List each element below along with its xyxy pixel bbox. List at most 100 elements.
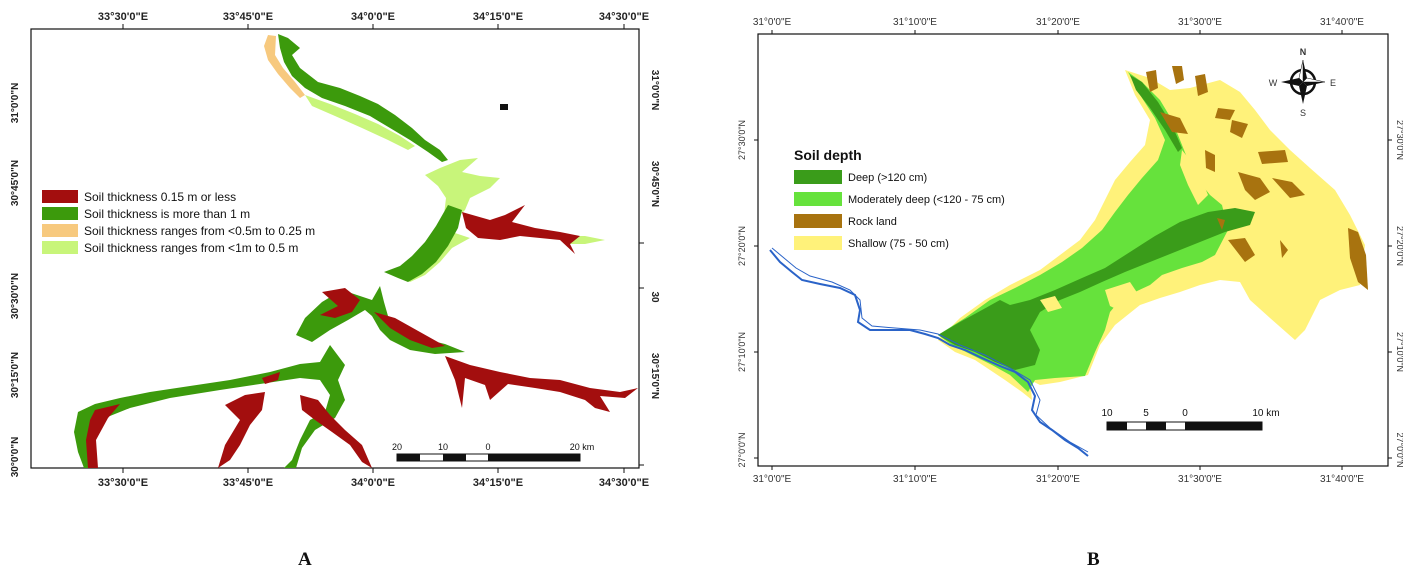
zone-shallow-patch2 — [1105, 282, 1142, 312]
rock-12 — [1280, 240, 1288, 258]
map-b-top-tick: 31°30'0"E — [1178, 17, 1222, 28]
legend-swatch — [794, 192, 842, 206]
rock-1 — [1146, 70, 1158, 92]
map-b-right-tick: 27°10'0"N — [1395, 332, 1403, 372]
legend-swatch — [42, 207, 78, 220]
map-a-right-ticks: 31°0'0"N 30°45'0"N 30 30°15'0"N — [639, 70, 660, 466]
map-b-left-ticks: 27°30'0"N 27°20'0"N 27°10'0"N 27°0'0"N — [737, 120, 758, 468]
river-nile — [769, 249, 1089, 457]
scale-label: 0 — [1182, 408, 1188, 419]
compass-rose-icon: N S E W — [1269, 47, 1336, 118]
rock-3 — [1195, 74, 1208, 96]
map-b-legend: Soil depth Deep (>120 cm) Moderately dee… — [794, 147, 1005, 250]
legend-label: Soil thickness 0.15 m or less — [84, 190, 236, 204]
zone-thick-mid — [384, 205, 462, 282]
legend-swatch — [42, 224, 78, 237]
panel-label-b: B — [1087, 549, 1100, 570]
rock-10 — [1272, 178, 1305, 198]
map-a-left-ticks: 31°0'0"N 30°45'0"N 30°30'0"N 30°15'0"N 3… — [10, 83, 21, 478]
scale-label: 20 km — [570, 442, 595, 452]
map-a-bottom-tick: 33°45'0"E — [223, 477, 273, 489]
legend-label: Shallow (75 - 50 cm) — [848, 238, 949, 250]
map-a-top-tick: 34°15'0"E — [473, 11, 523, 23]
scale-label: 20 — [392, 442, 402, 452]
map-b-scale-bar: 10 5 0 10 km — [1101, 408, 1280, 431]
rock-11 — [1228, 238, 1255, 262]
zone-shallow-a1 — [320, 288, 360, 318]
map-b-left-tick: 27°30'0"N — [737, 120, 747, 160]
zone-deep — [938, 208, 1255, 370]
zone-shallow-a2 — [374, 312, 445, 348]
legend-label: Rock land — [848, 216, 897, 228]
legend-swatch — [794, 170, 842, 184]
map-b-bottom-tick: 31°30'0"E — [1178, 474, 1222, 485]
zone-shallow-a4 — [218, 392, 265, 468]
compass-north: N — [1300, 47, 1307, 57]
panel-label-a: A — [298, 549, 312, 570]
compass-south: S — [1300, 108, 1306, 118]
scale-label: 10 — [1101, 408, 1113, 419]
zone-shallow-a6 — [86, 404, 120, 468]
map-a-left-tick: 30°0'0"N — [10, 437, 21, 478]
legend-label: Soil thickness ranges from <0.5m to 0.25… — [84, 224, 315, 238]
legend-label: Soil thickness ranges from <1m to 0.5 m — [84, 241, 298, 255]
map-a-right-tick: 30°15'0"N — [649, 353, 660, 399]
rock-8 — [1205, 150, 1215, 172]
map-b-top-tick: 31°0'0"E — [753, 17, 792, 28]
map-a-bottom-tick: 34°30'0"E — [599, 477, 649, 489]
map-a-scale-bar: 20 10 0 20 km — [392, 442, 595, 462]
legend-swatch — [794, 236, 842, 250]
compass-west: W — [1269, 78, 1278, 88]
map-a-left-tick: 30°30'0"N — [10, 273, 21, 319]
map-a-bottom-tick: 34°0'0"E — [351, 477, 395, 489]
rock-7 — [1258, 150, 1288, 164]
map-a-top-tick: 34°30'0"E — [599, 11, 649, 23]
map-b-right-tick: 27°20'0"N — [1395, 226, 1403, 266]
map-a-bottom-ticks: 33°30'0"E 33°45'0"E 34°0'0"E 34°15'0"E 3… — [98, 468, 649, 489]
map-a-top-ticks: 33°30'0"E 33°45'0"E 34°0'0"E 34°15'0"E 3… — [98, 11, 649, 29]
map-b-right-tick: 27°0'0"N — [1395, 432, 1403, 467]
map-b-features: N S E W — [769, 47, 1368, 457]
map-a-legend: Soil thickness 0.15 m or less Soil thick… — [42, 190, 315, 255]
legend-label: Moderately deep (<120 - 75 cm) — [848, 194, 1005, 206]
map-b-top-tick: 31°10'0"E — [893, 17, 937, 28]
rock-2 — [1172, 66, 1184, 84]
map-a-bottom-tick: 34°15'0"E — [473, 477, 523, 489]
legend-title: Soil depth — [794, 147, 862, 163]
rock-9 — [1238, 172, 1270, 200]
rock-6 — [1230, 120, 1248, 138]
scale-label: 10 — [438, 442, 448, 452]
map-b-bottom-ticks: 31°0'0"E 31°10'0"E 31°20'0"E 31°30'0"E 3… — [753, 466, 1364, 485]
map-b-bottom-tick: 31°40'0"E — [1320, 474, 1364, 485]
rock-14 — [1217, 218, 1225, 230]
rock-13 — [1348, 228, 1368, 290]
rock-5 — [1215, 108, 1235, 120]
rock-4 — [1160, 112, 1188, 134]
map-b-bottom-tick: 31°0'0"E — [753, 474, 792, 485]
map-b-bottom-tick: 31°20'0"E — [1036, 474, 1080, 485]
zone-shallow-a3 — [445, 356, 638, 412]
map-b: 31°0'0"E 31°10'0"E 31°20'0"E 31°30'0"E 3… — [737, 17, 1403, 485]
map-b-top-ticks: 31°0'0"E 31°10'0"E 31°20'0"E 31°30'0"E 3… — [753, 17, 1364, 34]
map-b-right-tick: 27°30'0"N — [1395, 120, 1403, 160]
zone-shallow-patch1 — [1040, 296, 1062, 312]
map-b-top-tick: 31°40'0"E — [1320, 17, 1364, 28]
map-a: 33°30'0"E 33°45'0"E 34°0'0"E 34°15'0"E 3… — [10, 11, 660, 489]
map-b-top-tick: 31°20'0"E — [1036, 17, 1080, 28]
map-a-top-tick: 33°45'0"E — [223, 11, 273, 23]
zone-shallow-a5 — [300, 395, 372, 468]
map-a-left-tick: 30°15'0"N — [10, 352, 21, 398]
map-a-marker — [500, 104, 508, 110]
map-b-left-tick: 27°10'0"N — [737, 332, 747, 372]
map-a-top-tick: 33°30'0"E — [98, 11, 148, 23]
map-a-right-tick: 30 — [649, 291, 660, 303]
map-b-bottom-tick: 31°10'0"E — [893, 474, 937, 485]
map-b-left-tick: 27°0'0"N — [737, 432, 747, 467]
zone-very-thin-a — [264, 35, 305, 98]
scale-label: 5 — [1143, 408, 1149, 419]
zone-shallow-east — [462, 205, 580, 254]
map-a-features — [74, 34, 638, 468]
compass-east: E — [1330, 78, 1336, 88]
map-b-left-tick: 27°20'0"N — [737, 226, 747, 266]
zone-medium-upper — [305, 95, 415, 150]
